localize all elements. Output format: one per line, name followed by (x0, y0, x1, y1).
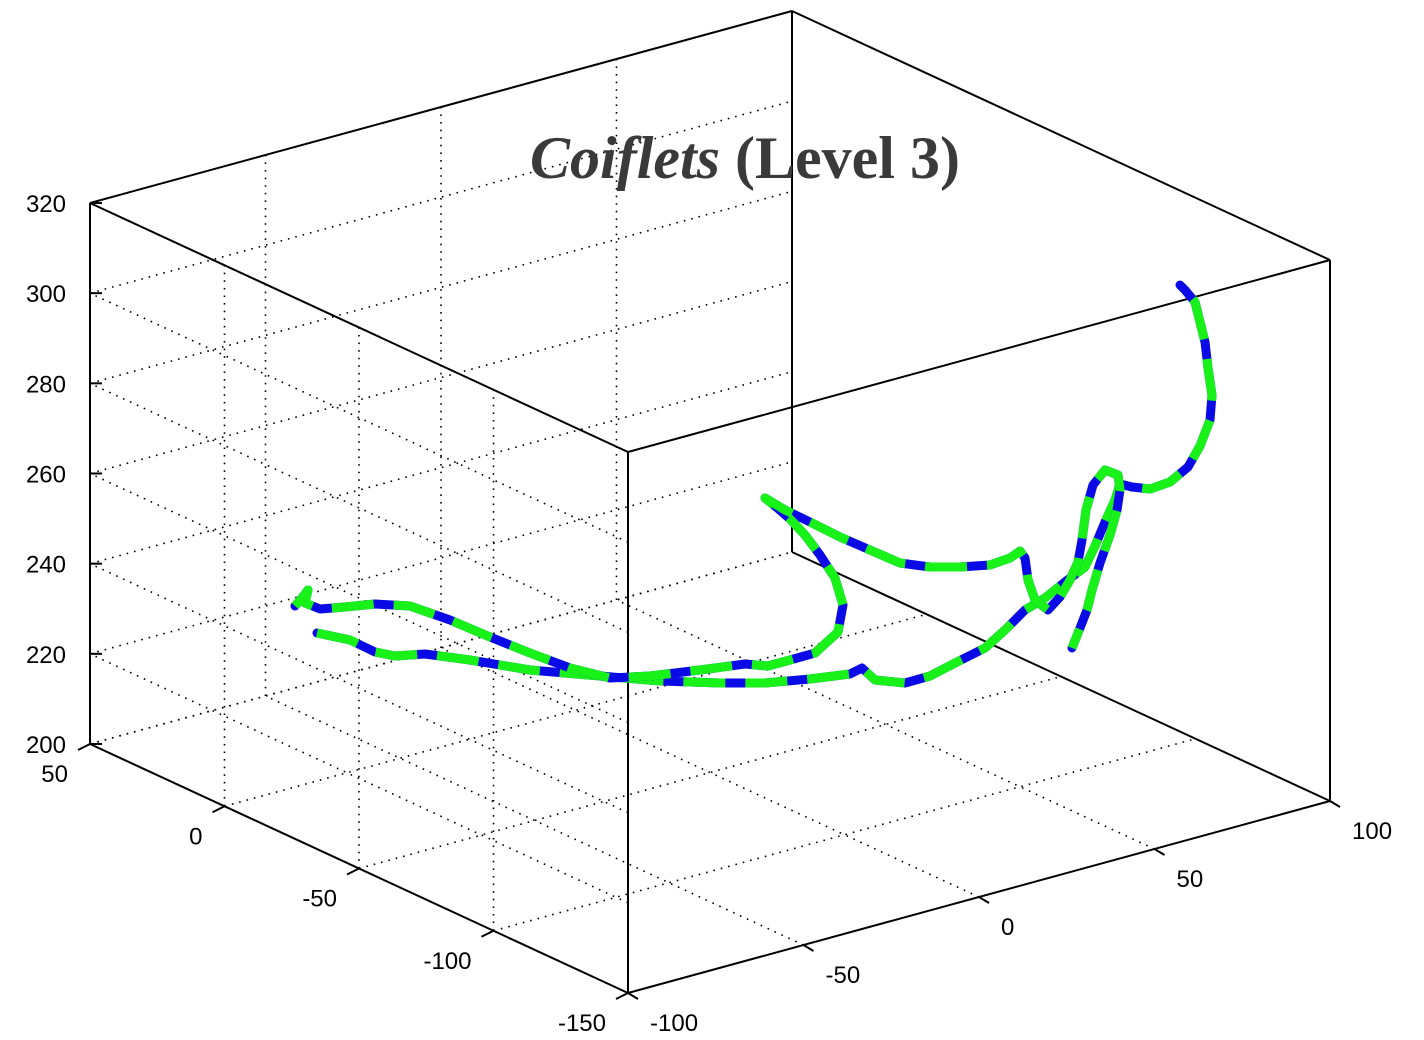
x-tick (978, 896, 990, 904)
box-edge (791, 551, 1331, 802)
grid-line (89, 370, 793, 565)
x-tick-label: 100 (1352, 818, 1392, 845)
y-tick-label: 0 (189, 823, 202, 850)
grid-line (89, 382, 629, 634)
chart-title: Coiflets (Level 3) (530, 125, 960, 191)
grid-line (89, 472, 629, 724)
grid-line (265, 695, 804, 946)
box-edge (627, 259, 1331, 453)
y-tick (481, 929, 494, 938)
box-edge (791, 10, 1331, 261)
y-tick (615, 992, 629, 1000)
chart-title-italic: Coiflets (530, 125, 720, 191)
z-tick-label: 240 (26, 552, 66, 579)
x-tick-label: 50 (1177, 866, 1204, 893)
x-tick-label: -50 (826, 962, 861, 989)
box-edge (89, 10, 793, 204)
z-tick-label: 300 (26, 281, 66, 308)
z-tick-label: 260 (26, 462, 66, 489)
y-tick-label: -150 (558, 1010, 606, 1037)
x-tick (1153, 848, 1166, 856)
z-tick-label: 320 (26, 191, 66, 218)
x-tick-label: -100 (650, 1010, 698, 1037)
z-tick-label: 220 (26, 642, 66, 669)
tick-labels: 200 220 240 260 280 300 320 -150 -100 -50 0 50 -100 -… (26, 191, 1392, 1037)
grid-line (493, 737, 1196, 932)
grid-line (89, 292, 629, 543)
x-tick-label: 0 (1001, 914, 1014, 941)
chart-title-rest: (Level 3) (720, 125, 960, 191)
grid-line (440, 647, 980, 898)
y-tick (77, 743, 91, 751)
box-edge (89, 202, 629, 453)
y-tick (212, 805, 225, 814)
x-tick (1329, 800, 1341, 808)
grid-line (89, 190, 793, 385)
grid-line (89, 653, 629, 904)
z-tick-label: 200 (26, 732, 66, 759)
x-tick (802, 944, 815, 952)
y-tick-label: -100 (423, 948, 471, 975)
y-tick (346, 867, 360, 876)
grid-line (89, 280, 793, 475)
series-2-line-green (291, 465, 1125, 683)
y-tick-label: 50 (41, 761, 68, 788)
grid-line (89, 562, 629, 814)
z-tick-label: 280 (26, 371, 66, 398)
y-tick-label: -50 (302, 886, 337, 913)
x-tick (627, 992, 639, 1000)
grid-line (616, 599, 1155, 850)
trajectory-series (290, 280, 1217, 688)
